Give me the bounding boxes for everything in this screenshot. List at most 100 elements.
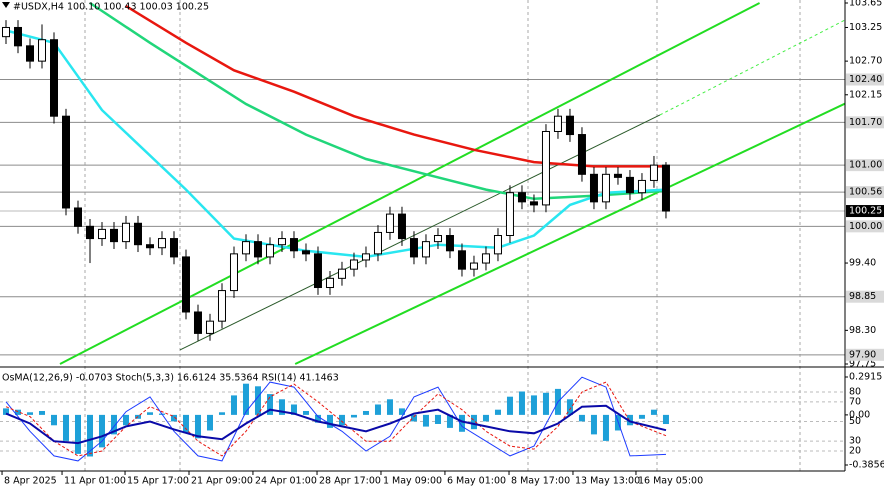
osma-bar xyxy=(470,414,477,430)
candle-body xyxy=(325,277,334,289)
candle-body xyxy=(49,39,58,117)
candle-body xyxy=(397,213,406,240)
oscillator-line xyxy=(5,404,667,445)
osma-bar xyxy=(350,414,357,418)
candle-body xyxy=(541,130,550,206)
level-label-bg xyxy=(846,348,884,361)
chart-title: #USDX,H4 100.10 100.43 100.03 100.25 xyxy=(13,2,209,13)
trend-line xyxy=(59,2,761,365)
osc-tick-label: 80 xyxy=(849,386,861,397)
osma-bar xyxy=(494,409,501,415)
osma-bar xyxy=(638,414,645,419)
osma-bar xyxy=(254,386,261,415)
level-label: 100.00 xyxy=(849,221,882,232)
candle-body xyxy=(649,164,658,181)
osma-tick-label: 0.00 xyxy=(849,409,870,420)
osma-bar xyxy=(542,392,549,415)
candle-body xyxy=(505,192,514,237)
level-label-bg xyxy=(846,116,884,129)
candle-body xyxy=(181,256,190,313)
last-price-label: 100.25 xyxy=(849,206,882,217)
osma-bar xyxy=(206,414,213,431)
candle-body xyxy=(145,244,154,249)
osma-bar xyxy=(410,414,417,422)
candle-body xyxy=(241,241,250,255)
osma-bar xyxy=(506,396,513,415)
trend-line xyxy=(659,19,845,116)
moving-average xyxy=(125,5,666,168)
candle-body xyxy=(1,26,10,38)
axes xyxy=(0,0,884,472)
candle-body xyxy=(517,192,526,203)
y-tick-label: 102.70 xyxy=(849,56,882,67)
candle-body xyxy=(457,250,466,270)
candle-body xyxy=(625,176,634,194)
level-label: 101.00 xyxy=(849,160,882,171)
candle-body xyxy=(253,241,262,258)
candle-body xyxy=(589,173,598,203)
osma-bar xyxy=(386,399,393,415)
menu-icon[interactable] xyxy=(2,2,10,8)
osma-bar xyxy=(650,409,657,415)
candle-body xyxy=(361,253,370,261)
osma-bar xyxy=(218,412,225,415)
candle-body xyxy=(157,238,166,249)
candle-body xyxy=(637,179,646,194)
osma-bar xyxy=(182,414,189,434)
osma-bar xyxy=(362,410,369,415)
osma-bar xyxy=(530,395,537,415)
osma-bar xyxy=(98,414,105,448)
x-tick-label: 8 May 17:00 xyxy=(511,476,570,487)
osma-bar xyxy=(338,414,345,426)
osma-bar xyxy=(266,394,273,415)
level-label-bg xyxy=(846,159,884,172)
osma-bar xyxy=(170,414,177,422)
x-tick-label: 13 May 13:00 xyxy=(575,476,640,487)
candle-body xyxy=(493,235,502,255)
oscillator-line xyxy=(5,381,667,457)
candle-body xyxy=(85,225,94,240)
level-label: 101.70 xyxy=(849,117,882,128)
osma-tick-label: 0.2915 xyxy=(849,372,882,383)
x-tick-label: 1 May 09:00 xyxy=(383,476,442,487)
osma-bar xyxy=(302,410,309,415)
osma-bar xyxy=(374,404,381,415)
candle-body xyxy=(601,173,610,203)
last-price-bg xyxy=(846,205,884,218)
moving-average xyxy=(89,1,667,201)
candle-body xyxy=(661,164,670,212)
y-tick-label: 102.15 xyxy=(849,89,882,100)
x-tick-label: 21 Apr 09:00 xyxy=(191,476,253,487)
candle-body xyxy=(97,228,106,240)
level-label-bg xyxy=(846,186,884,199)
level-label: 102.40 xyxy=(849,74,882,85)
osma-bar xyxy=(602,414,609,441)
level-label-bg xyxy=(846,290,884,303)
x-tick-label: 11 Apr 01:00 xyxy=(64,476,126,487)
y-tick-label: 103.65 xyxy=(849,0,882,9)
candle-body xyxy=(61,115,70,209)
level-label: 100.56 xyxy=(849,187,882,198)
candle-body xyxy=(421,241,430,258)
osma-bar xyxy=(146,412,153,415)
osma-bar xyxy=(122,414,129,426)
grid xyxy=(84,0,801,471)
candle-body xyxy=(613,173,622,178)
osma-bar xyxy=(314,414,321,423)
osma-bar xyxy=(590,414,597,435)
candle-body xyxy=(337,268,346,279)
level-label-bg xyxy=(846,73,884,86)
y-tick-label: 97.75 xyxy=(849,359,876,370)
indicator-panel xyxy=(0,376,845,462)
osma-bar xyxy=(626,414,633,426)
osma-bar xyxy=(110,414,117,435)
osma-bar xyxy=(86,414,93,457)
level-label: 98.85 xyxy=(849,291,876,302)
candle-body xyxy=(193,311,202,334)
candle-body xyxy=(301,250,310,255)
osc-tick-label: 20 xyxy=(849,446,861,457)
candle-body xyxy=(217,290,226,322)
candle-body xyxy=(37,39,46,62)
candle-body xyxy=(229,253,238,292)
